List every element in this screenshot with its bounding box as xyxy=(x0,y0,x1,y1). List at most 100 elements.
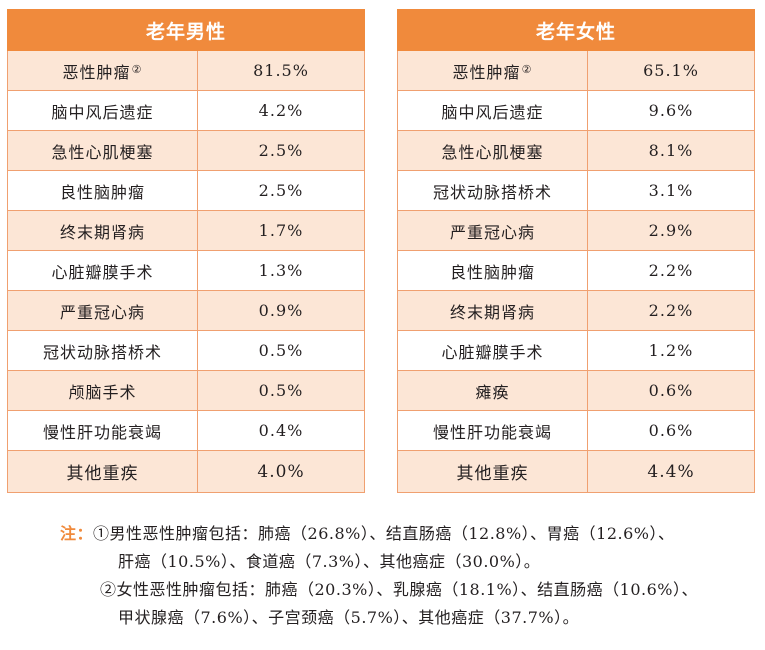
table-row: 心脏瓣膜手术 1.2% xyxy=(397,330,756,371)
disease-name-cell: 严重冠心病 xyxy=(397,210,588,251)
table-row: 良性脑肿瘤 2.5% xyxy=(7,170,366,211)
disease-name: 脑中风后遗症 xyxy=(441,102,544,122)
disease-name-cell: 慢性肝功能衰竭 xyxy=(7,410,198,451)
disease-name: 慢性肝功能衰竭 xyxy=(432,422,552,442)
disease-name-cell: 急性心肌梗塞 xyxy=(397,130,588,171)
table-row: 恶性肿瘤② 65.1% xyxy=(397,50,756,91)
disease-name-cell: 良性脑肿瘤 xyxy=(397,250,588,291)
table-row: 其他重疾 4.0% xyxy=(7,450,366,493)
table-row: 恶性肿瘤② 81.5% xyxy=(7,50,366,91)
disease-name-cell: 脑中风后遗症 xyxy=(7,90,198,131)
disease-name: 颅脑手术 xyxy=(68,382,137,402)
table-row: 严重冠心病 0.9% xyxy=(7,290,366,331)
table-row: 颅脑手术 0.5% xyxy=(7,370,366,411)
percentage-cell: 3.1% xyxy=(586,170,756,211)
table-row: 终末期肾病 2.2% xyxy=(397,290,756,331)
disease-name: 严重冠心病 xyxy=(449,222,535,242)
percentage-cell: 1.3% xyxy=(196,250,366,291)
percentage-cell: 1.7% xyxy=(196,210,366,251)
table-row: 瘫痪 0.6% xyxy=(397,370,756,411)
disease-name-cell: 良性脑肿瘤 xyxy=(7,170,198,211)
table-row: 急性心肌梗塞 2.5% xyxy=(7,130,366,171)
percentage-cell: 4.4% xyxy=(586,450,756,493)
disease-name-cell: 心脏瓣膜手术 xyxy=(397,330,588,371)
table-row: 其他重疾 4.4% xyxy=(397,450,756,493)
disease-name: 心脏瓣膜手术 xyxy=(441,342,544,362)
disease-name: 其他重疾 xyxy=(456,464,529,484)
disease-name-cell: 急性心肌梗塞 xyxy=(7,130,198,171)
disease-name-cell: 恶性肿瘤② xyxy=(7,50,198,91)
percentage-cell: 0.5% xyxy=(196,330,366,371)
table-row: 慢性肝功能衰竭 0.4% xyxy=(7,410,366,451)
percentage-cell: 0.6% xyxy=(586,410,756,451)
disease-name: 其他重疾 xyxy=(66,464,139,484)
disease-name: 恶性肿瘤 xyxy=(452,62,521,82)
male-table-title: 老年男性 xyxy=(6,9,366,51)
percentage-cell: 0.4% xyxy=(196,410,366,451)
disease-name: 急性心肌梗塞 xyxy=(51,142,154,162)
percentage-cell: 65.1% xyxy=(586,50,756,91)
percentage-cell: 2.5% xyxy=(196,130,366,171)
female-table: 老年女性 恶性肿瘤② 65.1% 脑中风后遗症 9.6% 急性心肌梗塞 8.1% 冠状动脉搭… xyxy=(396,9,756,493)
disease-name: 冠状动脉搭桥术 xyxy=(42,342,162,362)
table-row: 脑中风后遗症 4.2% xyxy=(7,90,366,131)
footnotes: 注：①男性恶性肿瘤包括：肺癌（26.8%）、结直肠癌（12.8%）、胃癌（12.… xyxy=(60,520,760,632)
disease-name-cell: 其他重疾 xyxy=(397,450,588,493)
table-row: 冠状动脉搭桥术 0.5% xyxy=(7,330,366,371)
table-row: 脑中风后遗症 9.6% xyxy=(397,90,756,131)
disease-name: 良性脑肿瘤 xyxy=(449,262,535,282)
table-row: 终末期肾病 1.7% xyxy=(7,210,366,251)
disease-name-cell: 颅脑手术 xyxy=(7,370,198,411)
percentage-cell: 9.6% xyxy=(586,90,756,131)
disease-name: 急性心肌梗塞 xyxy=(441,142,544,162)
footnote-line-4: 甲状腺癌（7.6%）、子宫颈癌（5.7%）、其他癌症（37.7%）。 xyxy=(118,608,580,627)
table-row: 心脏瓣膜手术 1.3% xyxy=(7,250,366,291)
percentage-cell: 81.5% xyxy=(196,50,366,91)
disease-name-cell: 终末期肾病 xyxy=(397,290,588,331)
percentage-cell: 0.9% xyxy=(196,290,366,331)
disease-name-cell: 恶性肿瘤② xyxy=(397,50,588,91)
percentage-cell: 4.2% xyxy=(196,90,366,131)
table-row: 冠状动脉搭桥术 3.1% xyxy=(397,170,756,211)
percentage-cell: 1.2% xyxy=(586,330,756,371)
disease-name: 恶性肿瘤 xyxy=(62,62,131,82)
disease-name-cell: 冠状动脉搭桥术 xyxy=(397,170,588,211)
disease-name: 心脏瓣膜手术 xyxy=(51,262,154,282)
table-row: 急性心肌梗塞 8.1% xyxy=(397,130,756,171)
percentage-cell: 2.5% xyxy=(196,170,366,211)
disease-name: 瘫痪 xyxy=(475,382,510,402)
male-table: 老年男性 恶性肿瘤② 81.5% 脑中风后遗症 4.2% 急性心肌梗塞 2.5% 良性脑肿瘤… xyxy=(6,9,366,493)
disease-name-cell: 其他重疾 xyxy=(7,450,198,493)
footnote-label: 注： xyxy=(60,524,94,543)
footnote-male-text: ①男性恶性肿瘤包括：肺癌（26.8%）、结直肠癌（12.8%）、胃癌（12.6%… xyxy=(93,524,675,543)
percentage-cell: 2.2% xyxy=(586,290,756,331)
disease-name-cell: 瘫痪 xyxy=(397,370,588,411)
footnote-line-2: 肝癌（10.5%）、食道癌（7.3%）、其他癌症（30.0%）。 xyxy=(118,552,541,571)
percentage-cell: 4.0% xyxy=(196,450,366,493)
table-row: 严重冠心病 2.9% xyxy=(397,210,756,251)
disease-name: 终末期肾病 xyxy=(59,222,145,242)
disease-name-cell: 终末期肾病 xyxy=(7,210,198,251)
table-row: 良性脑肿瘤 2.2% xyxy=(397,250,756,291)
disease-name: 慢性肝功能衰竭 xyxy=(42,422,162,442)
footnote-marker: ② xyxy=(131,62,143,76)
percentage-cell: 8.1% xyxy=(586,130,756,171)
disease-name-cell: 严重冠心病 xyxy=(7,290,198,331)
disease-name: 脑中风后遗症 xyxy=(51,102,154,122)
footnote-marker: ② xyxy=(521,62,533,76)
disease-name-cell: 慢性肝功能衰竭 xyxy=(397,410,588,451)
disease-name: 冠状动脉搭桥术 xyxy=(432,182,552,202)
percentage-cell: 0.5% xyxy=(196,370,366,411)
disease-name: 严重冠心病 xyxy=(59,302,145,322)
percentage-cell: 0.6% xyxy=(586,370,756,411)
percentage-cell: 2.9% xyxy=(586,210,756,251)
female-table-title: 老年女性 xyxy=(396,9,756,51)
disease-name-cell: 冠状动脉搭桥术 xyxy=(7,330,198,371)
percentage-cell: 2.2% xyxy=(586,250,756,291)
disease-name-cell: 脑中风后遗症 xyxy=(397,90,588,131)
table-row: 慢性肝功能衰竭 0.6% xyxy=(397,410,756,451)
disease-name: 终末期肾病 xyxy=(449,302,535,322)
footnote-line-3: ②女性恶性肿瘤包括：肺癌（20.3%）、乳腺癌（18.1%）、结直肠癌（10.6… xyxy=(100,580,698,599)
footnote-line-1: 注：①男性恶性肿瘤包括：肺癌（26.8%）、结直肠癌（12.8%）、胃癌（12.… xyxy=(60,520,760,548)
disease-name-cell: 心脏瓣膜手术 xyxy=(7,250,198,291)
